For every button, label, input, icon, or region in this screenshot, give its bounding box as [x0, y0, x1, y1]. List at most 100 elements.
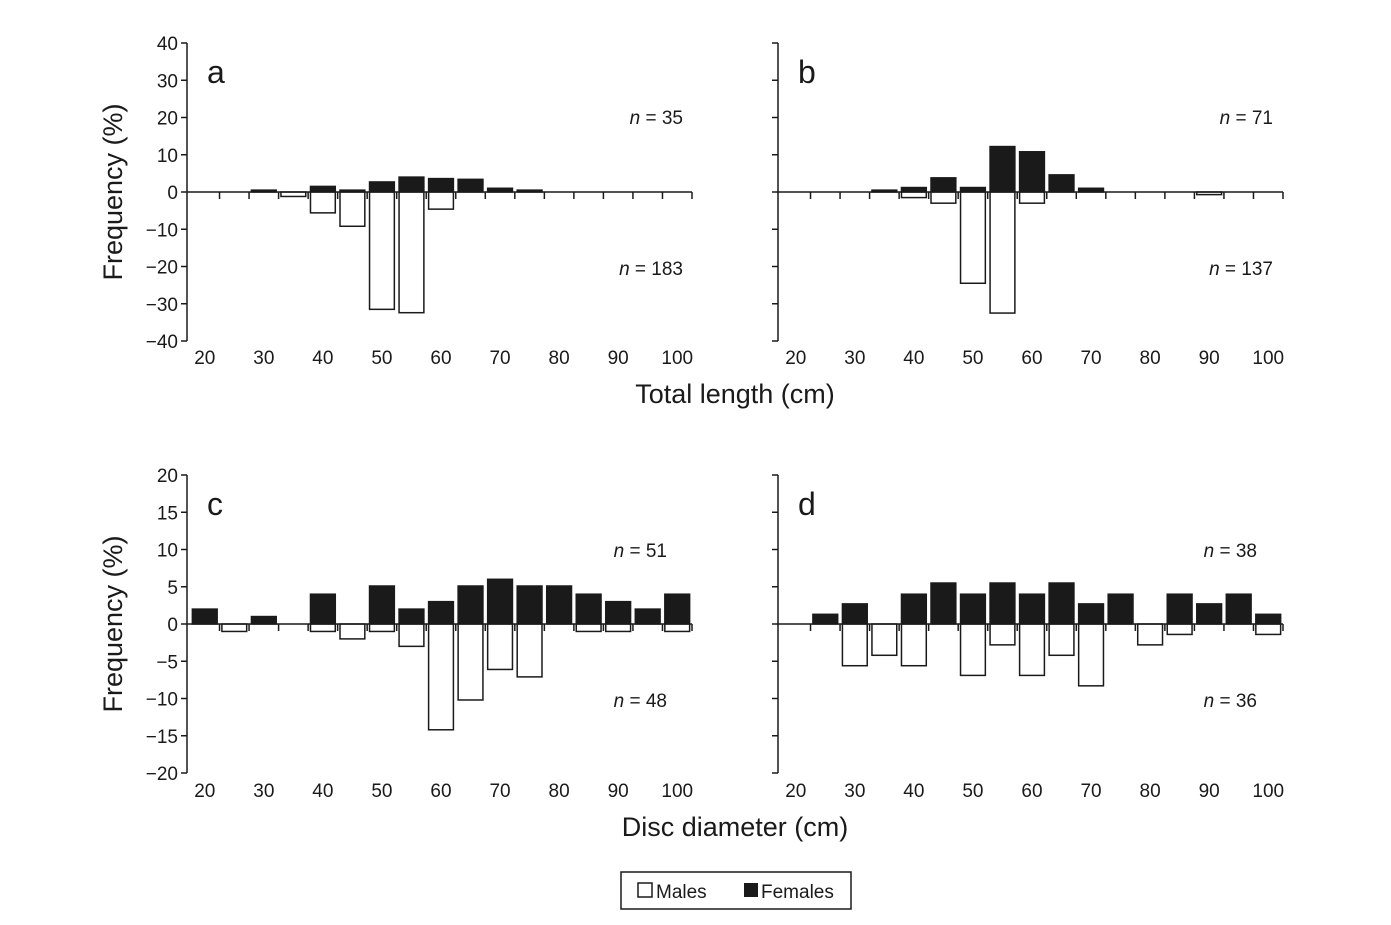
x-tick-label-c: 40: [312, 781, 333, 802]
n-symbol: n: [1220, 108, 1236, 129]
y-tick-label-a: 20: [157, 109, 178, 130]
bar-male-c-90: [605, 623, 632, 633]
x-tick-label-c: 30: [253, 781, 274, 802]
n-value: = 35: [645, 108, 683, 129]
x-tick-label-a: 30: [253, 348, 274, 369]
bar-male-c-75: [516, 623, 543, 678]
bar-male-d-50: [959, 623, 987, 677]
bar-female-c-20: [191, 608, 218, 625]
bar-female-c-85: [575, 593, 602, 625]
x-tick-label-c: 20: [194, 781, 215, 802]
bar-female-c-65: [457, 585, 484, 625]
n-value: = 71: [1235, 108, 1273, 129]
y-tick-label-c: −20: [146, 764, 178, 785]
x-axis-title-bottom: Disc diameter (cm): [622, 812, 849, 842]
bar-male-a-40: [309, 191, 337, 214]
y-tick-label-c: 20: [157, 466, 178, 487]
x-tick-label-b: 80: [1140, 348, 1161, 369]
bar-female-c-95: [634, 608, 661, 625]
sample-size-n-top-d: n = 38: [1204, 541, 1257, 562]
x-tick-label-d: 80: [1140, 781, 1161, 802]
bar-female-c-50: [368, 585, 396, 625]
y-tick-label-a: −40: [146, 332, 178, 353]
bar-female-a-50: [368, 181, 396, 193]
bar-female-b-60: [1018, 151, 1046, 193]
sample-size-n-top-a: n = 35: [630, 108, 683, 129]
x-tick-label-c: 60: [430, 781, 451, 802]
sample-size-n-top-c: n = 51: [614, 541, 667, 562]
x-tick-label-d: 90: [1199, 781, 1220, 802]
x-tick-label-d: 40: [903, 781, 924, 802]
y-tick-label-a: −20: [146, 258, 178, 279]
sample-size-n-top-b: n = 71: [1220, 108, 1273, 129]
y-axis-title-top: Frequency (%): [98, 103, 128, 280]
x-tick-label-b: 70: [1080, 348, 1101, 369]
sample-size-n-bottom-d: n = 36: [1204, 691, 1257, 712]
bar-male-b-50: [959, 191, 987, 285]
x-tick-label-a: 70: [489, 348, 510, 369]
panels: −40 −30 −20 −10 0 10 20 30 40 20 30 40 50 60 70 80 90 100…: [146, 34, 1284, 802]
legend-label-females: Females: [761, 882, 834, 903]
sample-size-n-bottom-c: n = 48: [614, 691, 667, 712]
y-tick-label-c: 5: [167, 578, 178, 599]
y-tick-label-c: −15: [146, 727, 178, 748]
y-tick-label-c: −10: [146, 690, 178, 711]
n-symbol: n: [1204, 691, 1220, 712]
y-tick-label-a: −30: [146, 295, 178, 316]
bar-male-d-30: [841, 623, 868, 667]
bar-female-c-100: [664, 593, 691, 625]
x-tick-label-b: 20: [785, 348, 806, 369]
bar-male-c-50: [368, 623, 396, 633]
x-tick-label-a: 20: [194, 348, 215, 369]
bar-male-d-80: [1136, 623, 1164, 646]
panel-label-c: c: [207, 486, 223, 522]
legend-swatch-males: [637, 882, 653, 898]
y-tick-label-a: −10: [146, 220, 178, 241]
y-tick-label-c: −5: [156, 652, 178, 673]
x-tick-label-d: 70: [1080, 781, 1101, 802]
bar-female-b-65: [1048, 174, 1075, 193]
x-tick-label-a: 60: [430, 348, 451, 369]
n-symbol: n: [630, 108, 646, 129]
bar-female-c-30: [250, 615, 277, 625]
bar-female-d-60: [1018, 593, 1046, 625]
x-tick-label-b: 40: [903, 348, 924, 369]
x-tick-label-d: 100: [1252, 781, 1284, 802]
x-tick-label-d: 60: [1021, 781, 1042, 802]
bar-male-b-60: [1018, 191, 1046, 204]
bar-male-a-60: [427, 191, 455, 210]
x-tick-label-a: 80: [549, 348, 570, 369]
n-value: = 183: [635, 259, 683, 280]
bar-female-d-70: [1077, 603, 1105, 625]
bar-female-d-50: [959, 593, 987, 625]
x-tick-label-b: 30: [844, 348, 865, 369]
bar-male-a-55: [398, 191, 425, 314]
bar-female-c-55: [398, 608, 425, 625]
x-tick-label-d: 30: [844, 781, 865, 802]
n-value: = 51: [629, 541, 667, 562]
y-tick-label-c: 0: [167, 615, 178, 636]
x-tick-label-a: 40: [312, 348, 333, 369]
y-tick-label-a: 40: [157, 34, 178, 55]
bar-female-a-65: [457, 178, 484, 193]
x-tick-label-b: 50: [962, 348, 983, 369]
bar-male-c-65: [457, 623, 484, 701]
bar-female-d-75: [1107, 593, 1134, 625]
bar-male-d-35: [871, 623, 898, 657]
y-tick-label-c: 15: [157, 503, 178, 524]
bar-male-d-65: [1048, 623, 1075, 657]
y-tick-label-c: 10: [157, 541, 178, 562]
bar-female-c-75: [516, 585, 543, 625]
bar-male-b-55: [989, 191, 1016, 314]
legend-swatch-females: [744, 883, 758, 897]
n-symbol: n: [619, 259, 635, 280]
bar-male-b-40: [900, 191, 928, 199]
bar-female-b-55: [989, 145, 1016, 193]
bar-female-a-60: [427, 177, 455, 193]
bar-female-a-55: [398, 176, 425, 193]
x-tick-label-a: 50: [371, 348, 392, 369]
bar-male-a-50: [368, 191, 396, 311]
legend: Males Females: [620, 871, 852, 910]
